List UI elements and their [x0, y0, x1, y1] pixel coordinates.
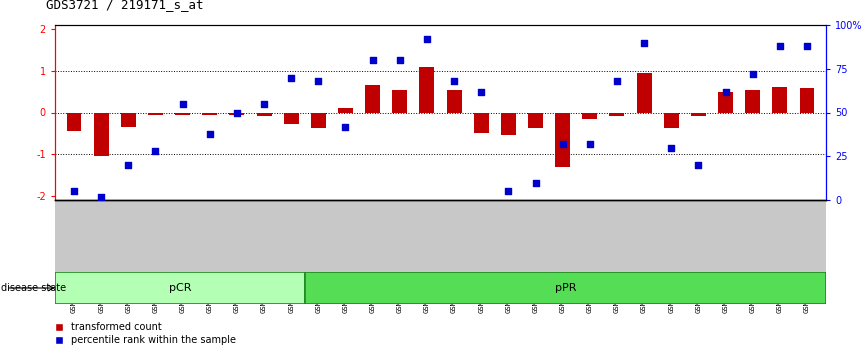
- Point: [719, 88, 733, 94]
- Bar: [582, 113, 598, 119]
- Bar: [67, 113, 81, 131]
- Point: [556, 141, 570, 147]
- Point: [691, 162, 705, 168]
- Point: [365, 57, 379, 63]
- Bar: [338, 108, 353, 113]
- Bar: [447, 90, 462, 113]
- Bar: [772, 87, 787, 113]
- Bar: [175, 113, 190, 115]
- Bar: [148, 113, 163, 115]
- Point: [67, 188, 81, 194]
- Bar: [419, 67, 435, 113]
- Point: [284, 75, 298, 80]
- Point: [773, 43, 787, 49]
- Text: pPR: pPR: [554, 283, 576, 293]
- Bar: [305, 272, 826, 304]
- Bar: [284, 113, 299, 124]
- Text: pCR: pCR: [169, 283, 191, 293]
- Point: [94, 194, 108, 199]
- Bar: [203, 113, 217, 115]
- Point: [583, 141, 597, 147]
- Point: [339, 124, 352, 129]
- Bar: [746, 90, 760, 113]
- Point: [420, 36, 434, 42]
- Text: disease state: disease state: [1, 283, 66, 293]
- Bar: [392, 90, 407, 113]
- Point: [637, 40, 651, 45]
- Point: [393, 57, 407, 63]
- Bar: [691, 113, 706, 116]
- Point: [746, 71, 759, 77]
- Point: [501, 188, 515, 194]
- Bar: [256, 113, 272, 116]
- Bar: [365, 85, 380, 113]
- Bar: [311, 113, 326, 129]
- Bar: [664, 113, 679, 129]
- Point: [800, 43, 814, 49]
- Point: [664, 145, 678, 150]
- Legend: transformed count, percentile rank within the sample: transformed count, percentile rank withi…: [51, 319, 240, 349]
- Point: [312, 78, 326, 84]
- Bar: [501, 113, 516, 136]
- Bar: [555, 113, 570, 167]
- Point: [149, 148, 163, 154]
- Bar: [799, 87, 814, 113]
- Bar: [229, 113, 244, 115]
- Bar: [94, 113, 108, 156]
- Bar: [121, 113, 136, 127]
- Bar: [528, 113, 543, 129]
- Point: [475, 88, 488, 94]
- Point: [257, 101, 271, 107]
- Point: [610, 78, 624, 84]
- Bar: [474, 113, 488, 133]
- Bar: [55, 272, 305, 304]
- Bar: [718, 92, 733, 113]
- Bar: [637, 73, 651, 113]
- Point: [230, 110, 244, 115]
- Text: GDS3721 / 219171_s_at: GDS3721 / 219171_s_at: [47, 0, 204, 11]
- Point: [176, 101, 190, 107]
- Point: [203, 131, 216, 136]
- Point: [528, 180, 542, 185]
- Bar: [610, 113, 624, 116]
- Point: [121, 162, 135, 168]
- Point: [447, 78, 461, 84]
